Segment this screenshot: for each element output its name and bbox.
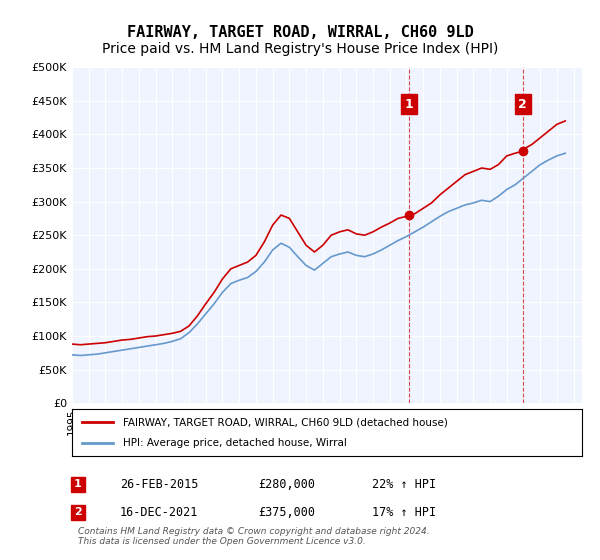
Text: Price paid vs. HM Land Registry's House Price Index (HPI): Price paid vs. HM Land Registry's House … bbox=[102, 42, 498, 56]
Text: 1: 1 bbox=[404, 97, 413, 111]
Text: Contains HM Land Registry data © Crown copyright and database right 2024.
This d: Contains HM Land Registry data © Crown c… bbox=[78, 526, 430, 546]
Text: 1: 1 bbox=[74, 479, 82, 489]
Text: 2: 2 bbox=[518, 97, 527, 111]
Text: FAIRWAY, TARGET ROAD, WIRRAL, CH60 9LD: FAIRWAY, TARGET ROAD, WIRRAL, CH60 9LD bbox=[127, 25, 473, 40]
Text: HPI: Average price, detached house, Wirral: HPI: Average price, detached house, Wirr… bbox=[123, 438, 347, 448]
Text: £280,000: £280,000 bbox=[258, 478, 315, 491]
Text: 22% ↑ HPI: 22% ↑ HPI bbox=[372, 478, 436, 491]
Text: £375,000: £375,000 bbox=[258, 506, 315, 519]
Text: 26-FEB-2015: 26-FEB-2015 bbox=[120, 478, 199, 491]
Text: FAIRWAY, TARGET ROAD, WIRRAL, CH60 9LD (detached house): FAIRWAY, TARGET ROAD, WIRRAL, CH60 9LD (… bbox=[123, 417, 448, 427]
Text: 17% ↑ HPI: 17% ↑ HPI bbox=[372, 506, 436, 519]
Text: 2: 2 bbox=[74, 507, 82, 517]
Text: 16-DEC-2021: 16-DEC-2021 bbox=[120, 506, 199, 519]
